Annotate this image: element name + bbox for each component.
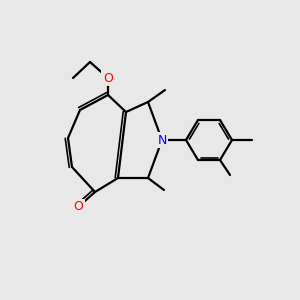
Text: O: O (103, 71, 113, 85)
Text: N: N (157, 134, 167, 146)
Text: O: O (73, 200, 83, 214)
